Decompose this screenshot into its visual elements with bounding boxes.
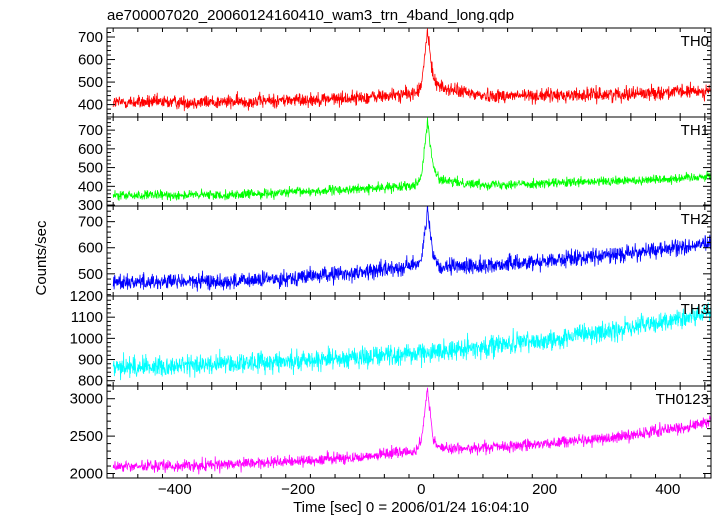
y-tick-label: 500 <box>78 266 103 283</box>
y-tick-label: 400 <box>78 178 103 195</box>
y-tick-label: 600 <box>78 141 103 158</box>
panel-frame <box>106 295 712 387</box>
y-tick-label: 1000 <box>70 330 103 347</box>
x-tick-label: 200 <box>532 481 557 498</box>
x-tick-label: −400 <box>158 481 192 498</box>
panel-label-th1: TH1 <box>681 122 709 139</box>
panel-label-th0123: TH0123 <box>656 391 709 408</box>
series-th0 <box>112 28 711 112</box>
x-tick-label: 0 <box>417 481 425 498</box>
y-tick-label: 2500 <box>70 428 103 445</box>
panel-frame <box>106 385 712 479</box>
y-tick-label: 1200 <box>70 288 103 305</box>
y-tick-label: 600 <box>78 240 103 257</box>
series-th1 <box>112 117 711 202</box>
series-th0123 <box>112 387 711 475</box>
panel-frame <box>106 116 712 207</box>
chart-title: ae700007020_20060124160410_wam3_trn_4ban… <box>107 7 514 24</box>
series-th3 <box>112 302 711 381</box>
y-axis-label: Counts/sec <box>33 220 50 296</box>
y-tick-label: 900 <box>78 352 103 369</box>
y-tick-label: 600 <box>78 52 103 69</box>
y-tick-label: 400 <box>78 97 103 114</box>
y-tick-label: 700 <box>78 29 103 46</box>
series-th2 <box>112 206 711 292</box>
x-axis-label: Time [sec] 0 = 2006/01/24 16:04:10 <box>293 499 529 516</box>
panel-label-th0: TH0 <box>681 33 709 50</box>
panel-label-th2: TH2 <box>681 211 709 228</box>
panel-label-th3: TH3 <box>681 301 709 318</box>
y-tick-label: 700 <box>78 122 103 139</box>
y-tick-label: 500 <box>78 160 103 177</box>
y-tick-label: 300 <box>78 197 103 214</box>
panel-th0123: 2000 2500 3000 TH0123 <box>70 385 712 483</box>
y-tick-label: 800 <box>78 373 103 390</box>
y-tick-label: 2000 <box>70 466 103 483</box>
y-tick-label: 500 <box>78 74 103 91</box>
y-tick-label: 1100 <box>71 309 103 326</box>
y-tick-label: 3000 <box>70 391 103 408</box>
x-tick-label: −200 <box>281 481 315 498</box>
x-tick-label: 400 <box>655 481 680 498</box>
y-tick-label: 700 <box>78 214 103 231</box>
panel-th0: 400 500 600 700 TH0 <box>78 27 712 118</box>
panel-th2: 500 600 700 TH2 <box>78 205 712 297</box>
panel-th3: 800 900 1000 1100 1200 TH3 <box>70 288 712 390</box>
